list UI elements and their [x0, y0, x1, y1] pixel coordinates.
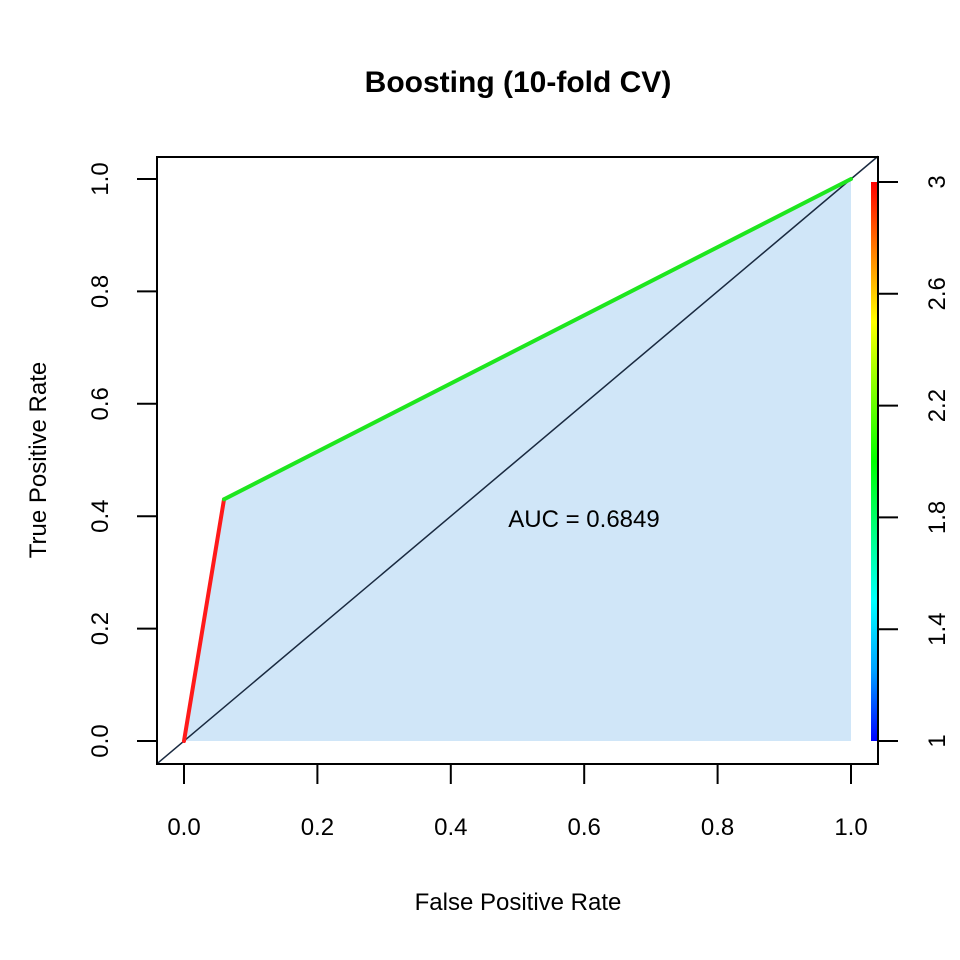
y-tick-label: 1.0: [87, 162, 114, 195]
roc-curve-segment: [222, 177, 853, 502]
colorbar-tick-label: 2.2: [924, 389, 951, 422]
colorbar-tick-label: 3: [924, 175, 951, 188]
chance-diagonal-line: [156, 155, 879, 765]
y-tick-label: 0.4: [87, 500, 114, 533]
x-tick-label: 0.8: [701, 814, 734, 841]
x-tick-label: 0.6: [568, 814, 601, 841]
colorbar-tick-label: 1.4: [924, 613, 951, 646]
colorbar-tick-label: 1.8: [924, 501, 951, 534]
y-tick-label: 0.6: [87, 387, 114, 420]
colorbar: [871, 182, 878, 741]
x-axis-label: False Positive Rate: [415, 889, 622, 916]
y-axis-label: True Positive Rate: [25, 362, 52, 559]
x-tick-label: 0.0: [167, 814, 200, 841]
colorbar-tick-label: 2.6: [924, 277, 951, 310]
roc-curve-segment: [182, 497, 227, 743]
y-tick-label: 0.0: [87, 724, 114, 757]
colorbar-tick-label: 1: [924, 734, 951, 747]
plot-frame: [156, 156, 879, 765]
x-tick-label: 0.2: [301, 814, 334, 841]
auc-annotation: AUC = 0.6849: [508, 506, 659, 533]
x-tick-label: 1.0: [834, 814, 867, 841]
colorbar-axis: 1 1.4 1.8 2.2 2.6 3: [878, 175, 951, 748]
y-tick-label: 0.2: [87, 612, 114, 645]
x-tick-label: 0.4: [434, 814, 467, 841]
plot-area: [156, 155, 879, 765]
y-axis: 0.0 0.2 0.4 0.6 0.8 1.0: [87, 162, 157, 758]
x-axis: 0.0 0.2 0.4 0.6 0.8 1.0: [167, 764, 868, 841]
chart-title: Boosting (10-fold CV): [365, 66, 672, 99]
y-tick-label: 0.8: [87, 275, 114, 308]
